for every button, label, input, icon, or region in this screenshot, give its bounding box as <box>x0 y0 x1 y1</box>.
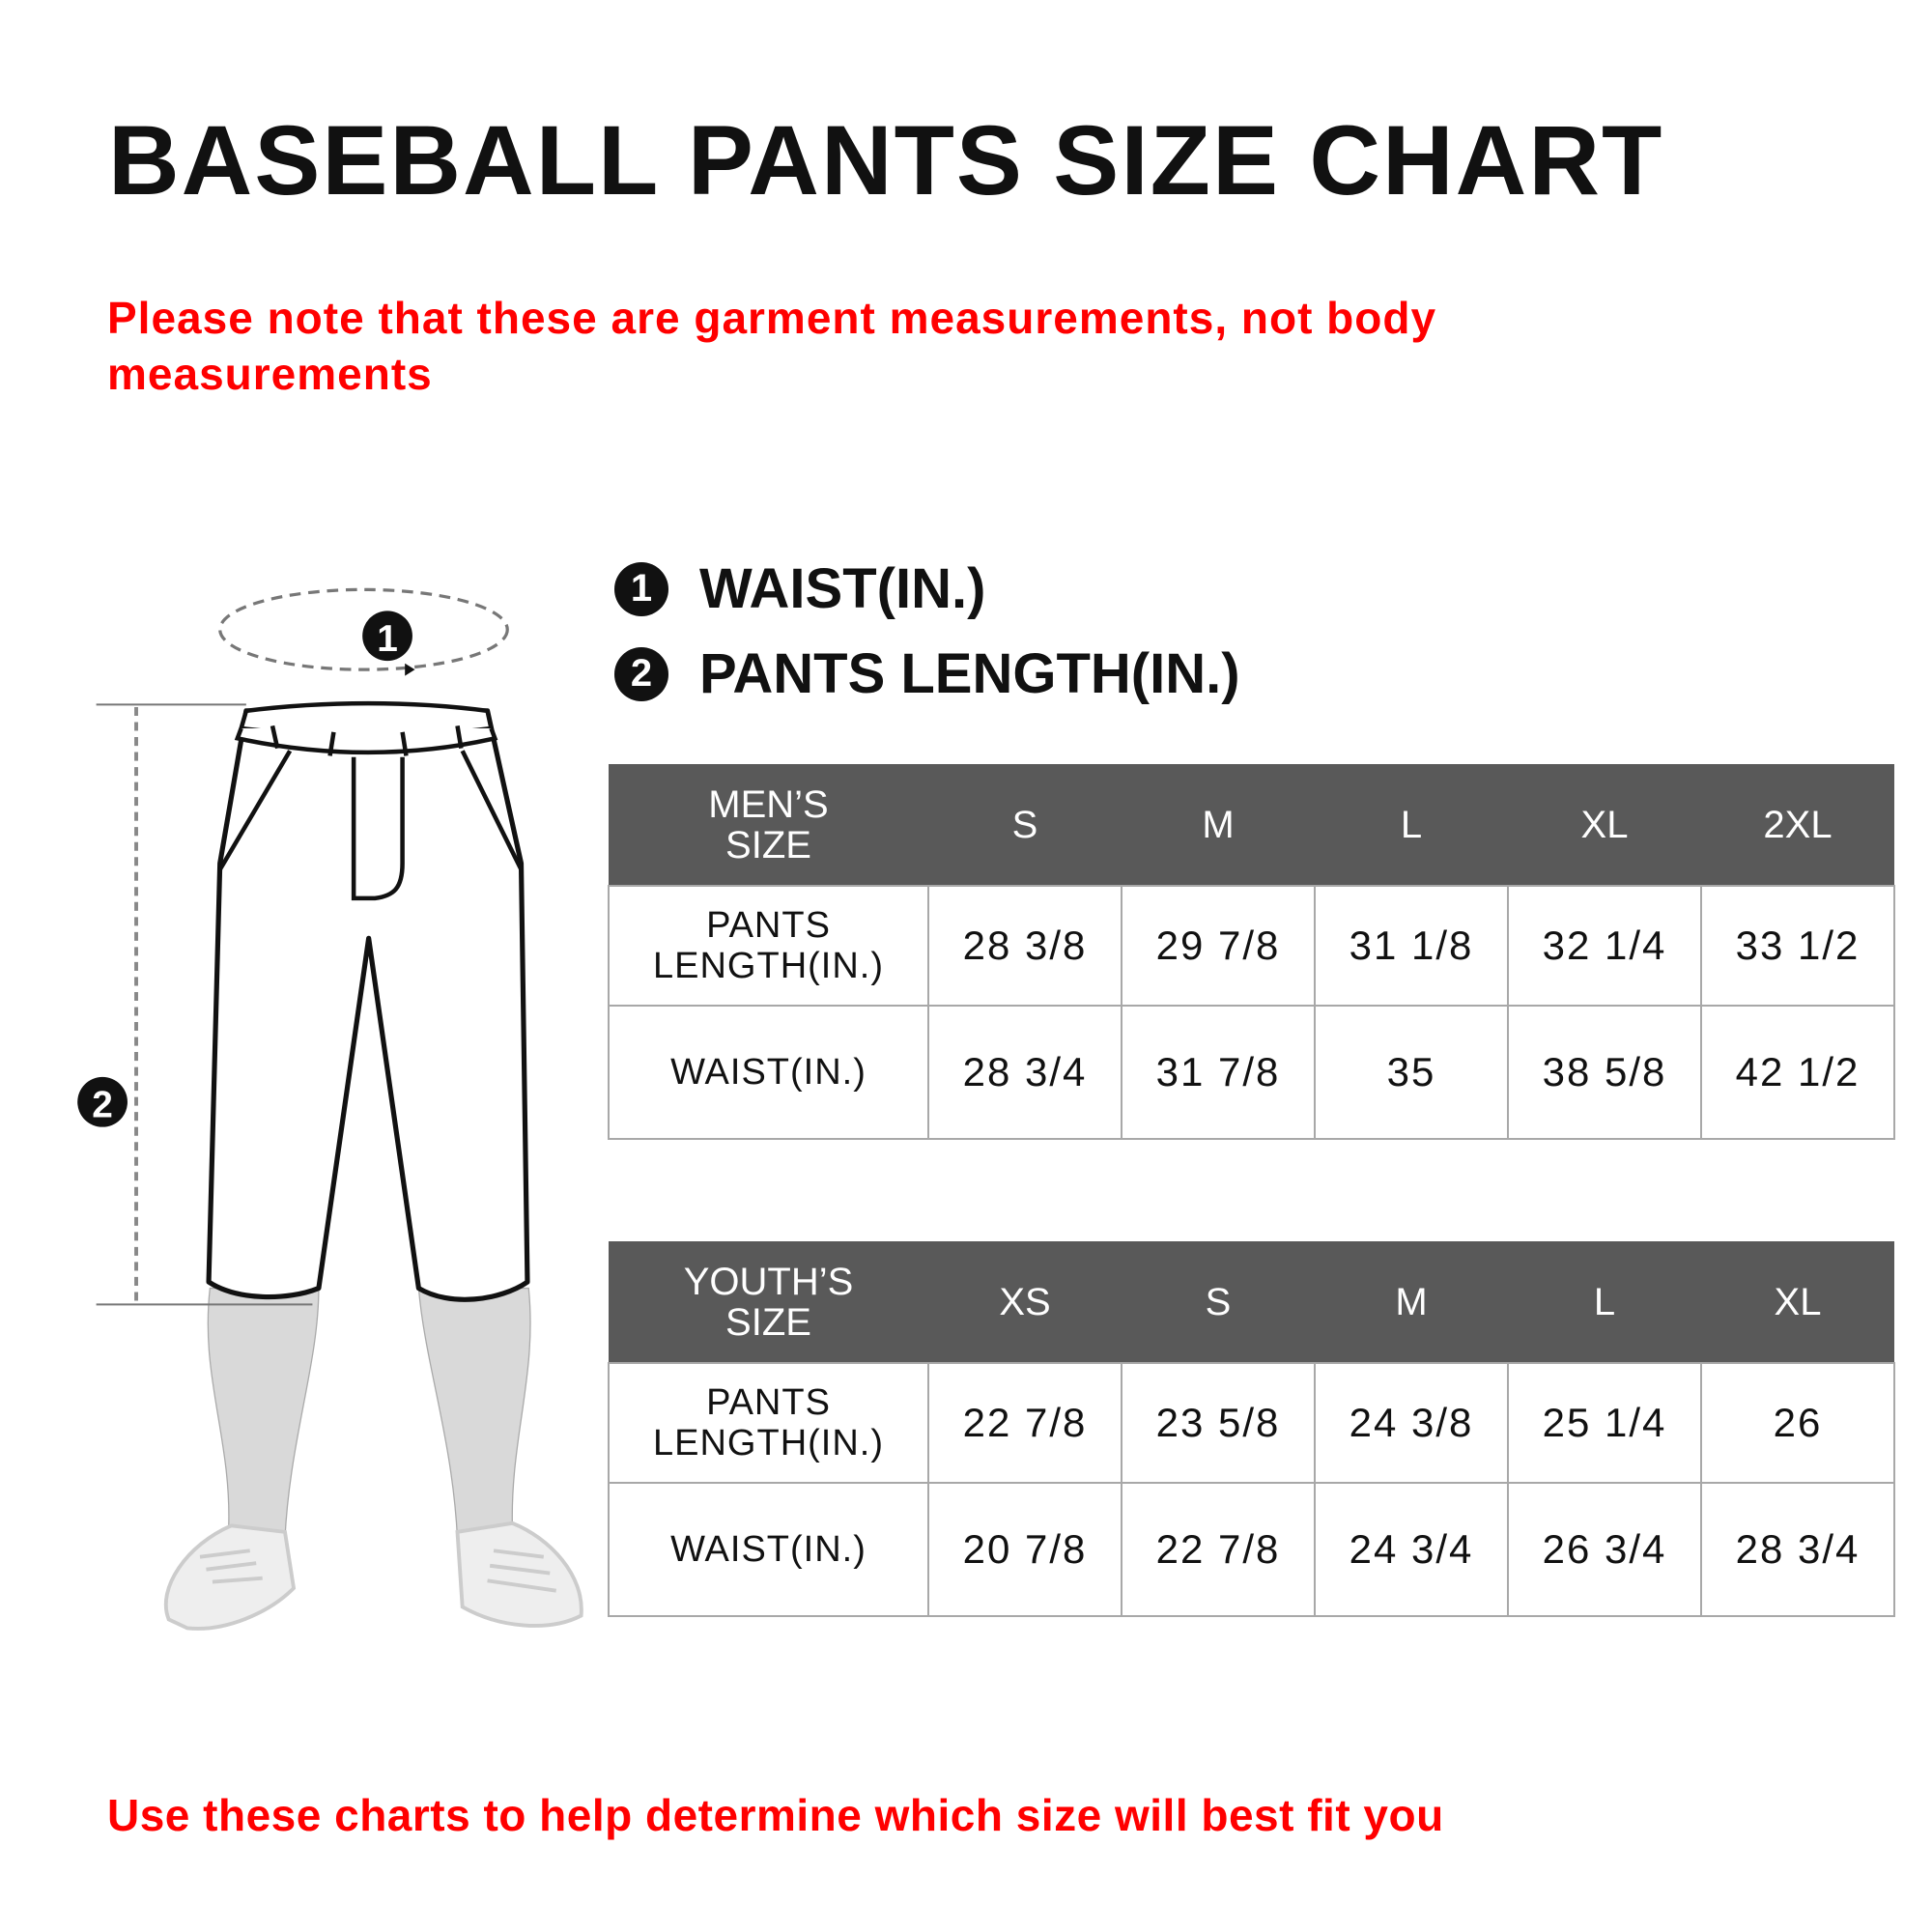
length-marker-icon: 2 <box>77 1076 128 1127</box>
table-cell: 38 5/8 <box>1507 1005 1702 1140</box>
table-cell: 28 3/4 <box>1700 1482 1895 1617</box>
waist-dashed-ellipse <box>218 587 509 671</box>
table-cell: 29 7/8 <box>1121 885 1316 1007</box>
fly <box>351 756 405 901</box>
table-row: PANTS LENGTH(IN.) 22 7/8 23 5/8 24 3/8 2… <box>608 1362 1895 1484</box>
table-cell: 28 3/8 <box>927 885 1122 1007</box>
left-shoe-icon <box>163 1523 297 1631</box>
pants-illustration: 1 2 <box>0 551 600 1651</box>
legend-pants-length: 2 PANTS LENGTH(IN.) <box>614 641 1240 706</box>
table-cell: 33 1/2 <box>1700 885 1895 1007</box>
table-header-row: YOUTH’S SIZE XS S M L XL <box>609 1241 1894 1363</box>
table-cell: 31 7/8 <box>1121 1005 1316 1140</box>
table-row: WAIST(IN.) 28 3/4 31 7/8 35 38 5/8 42 1/… <box>608 1005 1895 1140</box>
right-sock <box>417 1287 531 1540</box>
right-shoe-laces <box>487 1548 556 1593</box>
pockets <box>217 750 524 871</box>
row-label: PANTS LENGTH(IN.) <box>608 885 929 1007</box>
header-size: M <box>1122 764 1315 886</box>
table-cell: 22 7/8 <box>927 1362 1122 1484</box>
table-row: WAIST(IN.) 20 7/8 22 7/8 24 3/4 26 3/4 2… <box>608 1482 1895 1617</box>
table-cell: 24 3/4 <box>1314 1482 1509 1617</box>
legend-label: WAIST(IN.) <box>699 557 986 620</box>
table-cell: 42 1/2 <box>1700 1005 1895 1140</box>
arrow-icon <box>405 663 415 676</box>
header-size: L <box>1315 764 1508 886</box>
youth-size-table: YOUTH’S SIZE XS S M L XL PANTS LENGTH(IN… <box>608 1241 1895 1617</box>
header-size: S <box>1122 1241 1315 1363</box>
header-size: L <box>1508 1241 1701 1363</box>
row-label: WAIST(IN.) <box>608 1005 929 1140</box>
table-cell: 31 1/8 <box>1314 885 1509 1007</box>
table-cell: 24 3/8 <box>1314 1362 1509 1484</box>
header-youth-size: YOUTH’S SIZE <box>609 1241 928 1363</box>
table-cell: 22 7/8 <box>1121 1482 1316 1617</box>
right-shoe-icon <box>455 1520 583 1628</box>
table-cell: 25 1/4 <box>1507 1362 1702 1484</box>
table-row: PANTS LENGTH(IN.) 28 3/8 29 7/8 31 1/8 3… <box>608 885 1895 1007</box>
table-cell: 20 7/8 <box>927 1482 1122 1617</box>
number-one-icon: 1 <box>614 561 668 616</box>
footer-note: Use these charts to help determine which… <box>107 1790 1444 1840</box>
header-size: S <box>928 764 1122 886</box>
legend-waist: 1 WAIST(IN.) <box>614 556 985 621</box>
header-size: XL <box>1701 1241 1894 1363</box>
pants-outline <box>206 708 530 1302</box>
belt-loops <box>270 724 464 756</box>
table-cell: 26 3/4 <box>1507 1482 1702 1617</box>
row-label: PANTS LENGTH(IN.) <box>608 1362 929 1484</box>
waist-marker-icon: 1 <box>362 611 412 662</box>
page-title: BASEBALL PANTS SIZE CHART <box>108 105 1664 215</box>
row-label: WAIST(IN.) <box>608 1482 929 1617</box>
header-size: 2XL <box>1701 764 1894 886</box>
header-size: XS <box>928 1241 1122 1363</box>
number-two-icon: 2 <box>614 646 668 701</box>
svg-text:1: 1 <box>377 618 398 660</box>
table-header-row: MEN’S SIZE S M L XL 2XL <box>609 764 1894 886</box>
waistband-lower <box>234 727 498 755</box>
header-size: XL <box>1508 764 1701 886</box>
table-cell: 28 3/4 <box>927 1005 1122 1140</box>
table-cell: 26 <box>1700 1362 1895 1484</box>
table-cell: 35 <box>1314 1005 1509 1140</box>
left-sock <box>207 1287 320 1540</box>
header-size: M <box>1315 1241 1508 1363</box>
header-mens-size: MEN’S SIZE <box>609 764 928 886</box>
table-cell: 32 1/4 <box>1507 885 1702 1007</box>
garment-note: Please note that these are garment measu… <box>107 293 1437 399</box>
left-shoe-laces <box>199 1548 263 1584</box>
table-cell: 23 5/8 <box>1121 1362 1316 1484</box>
legend-label: PANTS LENGTH(IN.) <box>699 642 1240 705</box>
mens-size-table: MEN’S SIZE S M L XL 2XL PANTS LENGTH(IN.… <box>608 764 1895 1140</box>
svg-text:2: 2 <box>92 1084 113 1125</box>
